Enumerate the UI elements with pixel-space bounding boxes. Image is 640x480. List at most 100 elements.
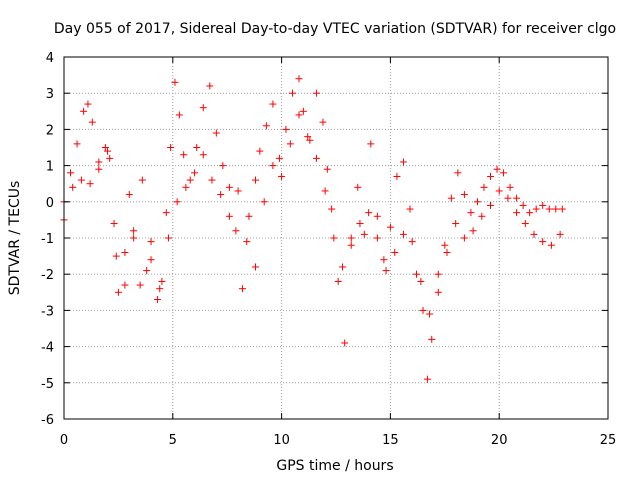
- data-point: [473, 198, 481, 206]
- data-point: [434, 288, 442, 296]
- data-point: [251, 263, 259, 271]
- data-point: [526, 209, 534, 217]
- y-tick-label: 0: [46, 196, 54, 211]
- data-points: [60, 75, 566, 383]
- data-point: [95, 165, 103, 173]
- x-tick-label: 0: [60, 433, 68, 448]
- data-point: [225, 212, 233, 220]
- data-point: [304, 133, 312, 141]
- data-point: [256, 147, 264, 155]
- data-point: [447, 194, 455, 202]
- data-point: [434, 270, 442, 278]
- y-tick-label: 4: [46, 51, 54, 66]
- data-point: [530, 230, 538, 238]
- data-point: [154, 296, 162, 304]
- data-point: [380, 256, 388, 264]
- data-point: [269, 162, 277, 170]
- data-point: [321, 187, 329, 195]
- data-point: [299, 107, 307, 115]
- data-point: [208, 176, 216, 184]
- data-point: [269, 100, 277, 108]
- data-point: [110, 220, 118, 228]
- data-point: [347, 234, 355, 242]
- data-point: [454, 169, 462, 177]
- data-point: [77, 176, 85, 184]
- data-point: [158, 277, 166, 285]
- x-tick-label: 5: [169, 433, 177, 448]
- data-point: [175, 111, 183, 119]
- data-point: [234, 187, 242, 195]
- data-point: [114, 288, 122, 296]
- data-point: [286, 140, 294, 148]
- data-point: [88, 118, 96, 126]
- data-point: [147, 256, 155, 264]
- data-point: [130, 227, 138, 235]
- data-point: [182, 183, 190, 191]
- data-point: [217, 191, 225, 199]
- data-point: [243, 238, 251, 246]
- x-tick-label: 20: [491, 433, 508, 448]
- data-point: [199, 104, 207, 112]
- data-point: [406, 205, 414, 213]
- data-point: [312, 89, 320, 97]
- data-point: [84, 100, 92, 108]
- data-point: [545, 205, 553, 213]
- data-point: [330, 234, 338, 242]
- data-point: [513, 209, 521, 217]
- data-point: [245, 212, 253, 220]
- data-point: [275, 154, 283, 162]
- data-point: [282, 125, 290, 133]
- data-point: [539, 238, 547, 246]
- data-point: [556, 230, 564, 238]
- data-point: [547, 241, 555, 249]
- data-point: [354, 183, 362, 191]
- data-point: [295, 75, 303, 83]
- y-tick-label: -4: [41, 341, 54, 356]
- data-point: [478, 212, 486, 220]
- data-point: [147, 238, 155, 246]
- y-tick-label: 1: [46, 160, 54, 175]
- y-tick-label: 2: [46, 123, 54, 138]
- data-point: [238, 285, 246, 293]
- data-point: [443, 248, 451, 256]
- data-point: [121, 248, 129, 256]
- data-point: [467, 209, 475, 217]
- data-point: [186, 176, 194, 184]
- data-point: [67, 169, 75, 177]
- axis-ticks: [63, 56, 609, 420]
- data-point: [399, 158, 407, 166]
- data-point: [480, 183, 488, 191]
- y-tick-label: -3: [41, 304, 54, 319]
- y-tick-label: -2: [41, 268, 54, 283]
- y-tick-label: -1: [41, 232, 54, 247]
- data-point: [80, 107, 88, 115]
- data-point: [191, 169, 199, 177]
- data-point: [386, 223, 394, 231]
- data-point: [143, 267, 151, 275]
- data-point: [486, 201, 494, 209]
- data-point: [138, 176, 146, 184]
- data-point: [493, 165, 501, 173]
- data-point: [323, 165, 331, 173]
- y-tick-label: -5: [41, 377, 54, 392]
- data-point: [519, 201, 527, 209]
- data-point: [367, 140, 375, 148]
- grid: [64, 57, 608, 419]
- data-point: [206, 82, 214, 90]
- data-point: [347, 241, 355, 249]
- data-point: [532, 205, 540, 213]
- data-point: [73, 140, 81, 148]
- data-point: [469, 227, 477, 235]
- data-point: [106, 154, 114, 162]
- data-point: [156, 285, 164, 293]
- data-point: [441, 241, 449, 249]
- data-point: [460, 191, 468, 199]
- x-axis-label: GPS time / hours: [276, 458, 393, 474]
- data-point: [130, 234, 138, 242]
- data-point: [360, 230, 368, 238]
- data-point: [312, 154, 320, 162]
- data-point: [373, 234, 381, 242]
- data-point: [173, 198, 181, 206]
- data-point: [539, 201, 547, 209]
- data-point: [251, 176, 259, 184]
